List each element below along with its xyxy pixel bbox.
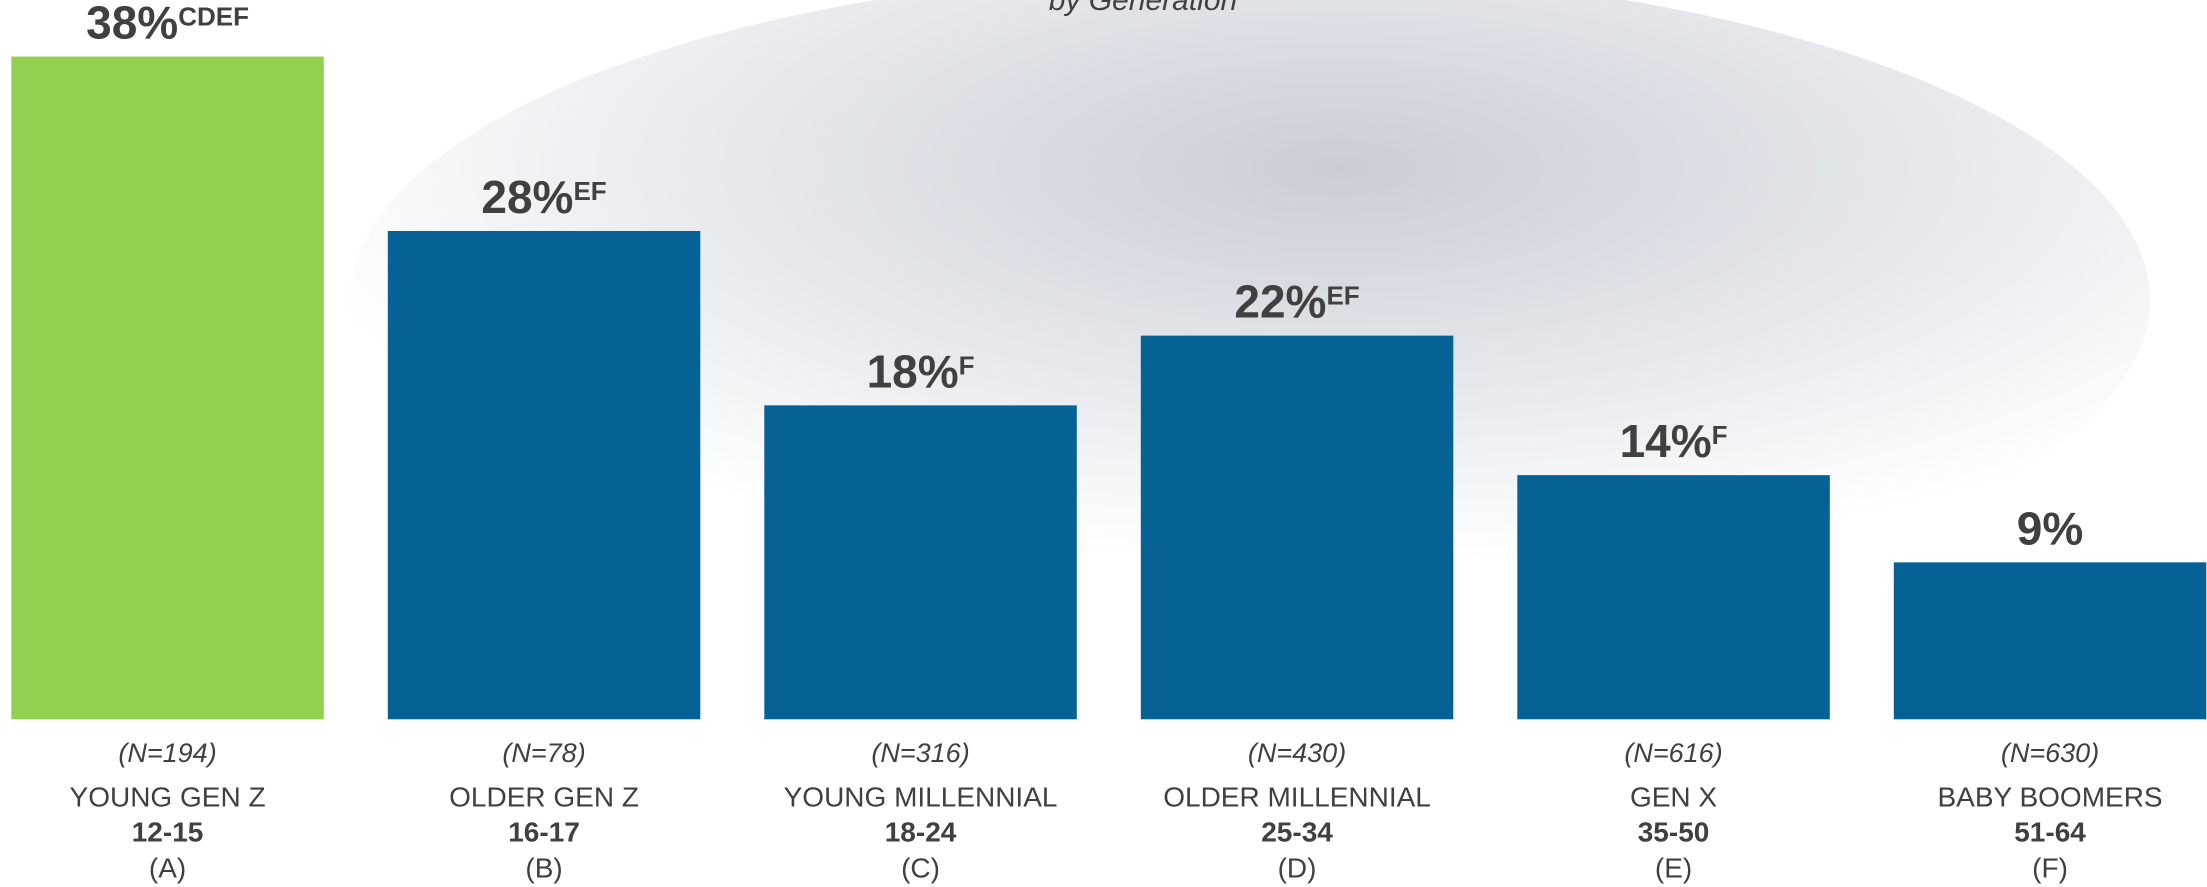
significance-letters: EF [1326,280,1359,310]
age-range: 25-34 [1261,816,1333,847]
value-text: 22% [1234,276,1326,328]
chart: by Generation 38%CDEF (N=194) YOUNG GEN Z 1… [0,0,2207,887]
category-label: YOUNG MILLENNIAL [784,781,1058,812]
age-range: 12-15 [132,816,204,847]
group-letter: (C) [901,852,940,883]
age-range: 51-64 [2014,816,2086,847]
category-label: OLDER GEN Z [449,781,639,812]
value-text: 38% [86,0,178,49]
bar [1894,562,2207,719]
significance-letters: F [1712,420,1728,450]
group-letter: (B) [525,852,562,883]
significance-letters: CDEF [178,1,249,31]
significance-letters: EF [573,176,606,206]
group-letter: (A) [149,852,186,883]
age-range: 35-50 [1638,816,1710,847]
sample-size: (N=316) [871,738,969,768]
category-label: BABY BOOMERS [1937,781,2162,812]
sample-size: (N=430) [1248,738,1346,768]
value-text: 18% [867,346,959,398]
value-text: 9% [2017,502,2083,554]
bar [1141,336,1454,720]
bar [388,231,701,719]
value-text: 28% [481,171,573,223]
age-range: 16-17 [508,816,580,847]
category-label: GEN X [1630,781,1717,812]
category-label: YOUNG GEN Z [70,781,266,812]
sample-size: (N=194) [118,738,216,768]
group-letter: (D) [1278,852,1317,883]
value-label: 18%F [867,346,975,398]
significance-letters: F [959,350,975,380]
sample-size: (N=78) [502,738,585,768]
subtitle: by Generation [1049,0,1237,17]
bar [764,405,1077,719]
value-text: 14% [1620,415,1712,467]
age-range: 18-24 [885,816,957,847]
sample-size: (N=616) [1624,738,1722,768]
sample-size: (N=630) [2001,738,2099,768]
value-label: 9% [2017,502,2083,554]
group-letter: (F) [2032,852,2068,883]
bar [11,57,324,720]
value-label: 14%F [1620,415,1728,467]
bar [1517,475,1830,719]
category-label: OLDER MILLENNIAL [1163,781,1431,812]
group-letter: (E) [1655,852,1692,883]
